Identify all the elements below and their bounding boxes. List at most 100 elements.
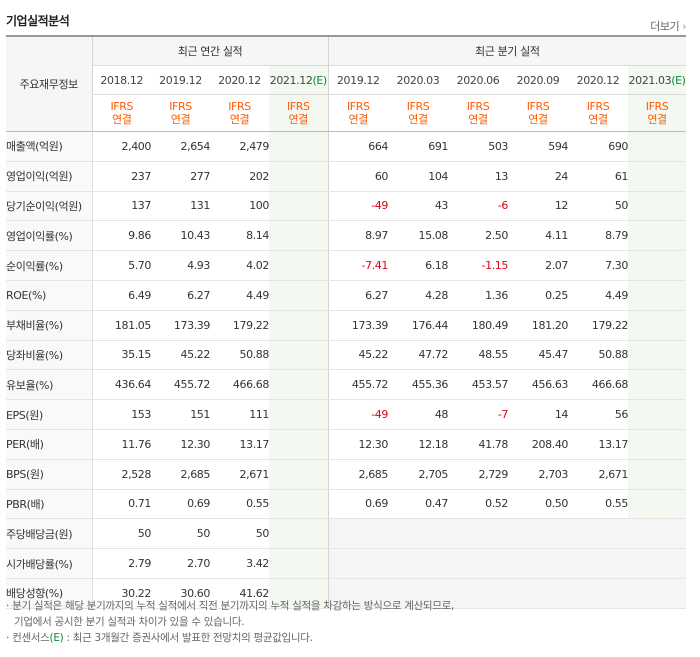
row-label: 당좌비율(%) (6, 340, 93, 371)
annual-cell: 2,685 (151, 459, 210, 490)
table-row: 배당성향(%) 30.22 30.60 41.62 (6, 578, 687, 609)
annual-cell: 2,654 (151, 131, 210, 162)
annual-cell (269, 280, 329, 311)
annual-cell: 0.69 (151, 489, 210, 520)
corner-label: 주요재무정보 (6, 35, 92, 132)
quarter-cell: 0.52 (448, 489, 508, 520)
quarter-cell: 50 (568, 191, 628, 222)
annual-cell: 4.93 (151, 250, 210, 281)
financial-table: 주요재무정보 최근 연간 실적 최근 분기 실적 2018.12 2019.12 2… (6, 35, 687, 609)
table-row: 시가배당률(%) 2.79 2.70 3.42 (6, 548, 687, 579)
table-row: 영업이익률(%) 9.86 10.43 8.14 8.97 15.08 2.50 4.11 8.… (6, 220, 687, 252)
quarter-cell: 4.28 (388, 280, 448, 311)
annual-cell: 6.49 (91, 280, 151, 311)
quarter-cell: 6.18 (388, 250, 448, 281)
quarter-cell-empty (628, 518, 687, 550)
row-label: BPS(원) (6, 459, 93, 490)
annual-cell: 2.79 (91, 548, 151, 579)
annual-cell: 41.62 (210, 578, 269, 609)
annual-cell: 11.76 (91, 429, 151, 460)
quarter-cell (628, 161, 687, 192)
annual-cell: 2,528 (91, 459, 151, 490)
quarter-cell: 466.68 (568, 369, 628, 401)
annual-ifrs-3: IFRS 연결 (269, 94, 329, 132)
quarter-cell: 12.18 (388, 429, 448, 460)
annual-cell: 4.49 (210, 280, 269, 311)
table-row: EPS(원) 153 151 111 -49 48 -7 14 56 (6, 399, 687, 430)
table-row: 순이익률(%) 5.70 4.93 4.02 -7.41 6.18 -1.15 2.07 7.3… (6, 250, 687, 281)
quarter-cell-empty (568, 548, 629, 579)
quarter-cell: 1.36 (448, 280, 508, 311)
quarter-cell: 2,705 (388, 459, 448, 490)
more-link[interactable]: 더보기 › (650, 18, 686, 34)
quarter-cell (628, 399, 687, 430)
quarter-cell: 7.30 (568, 250, 628, 281)
row-label: 매출액(억원) (6, 131, 93, 162)
annual-cell: 3.42 (210, 548, 269, 579)
quarter-cell: 176.44 (388, 309, 448, 341)
annual-cell: 173.39 (151, 309, 210, 341)
quarter-cell: 104 (388, 161, 448, 192)
quarter-period-4: 2020.12 (568, 65, 629, 95)
annual-period-1: 2019.12 (151, 65, 210, 95)
quarter-cell: -49 (327, 191, 388, 222)
annual-cell: 466.68 (210, 369, 269, 401)
annual-cell: 2,671 (210, 459, 269, 490)
quarter-ifrs-1: IFRS 연결 (388, 94, 449, 132)
annual-cell (269, 518, 329, 550)
annual-cell: 0.55 (210, 489, 269, 520)
table-row: BPS(원) 2,528 2,685 2,671 2,685 2,705 2,729 2,70… (6, 459, 687, 490)
quarter-cell (628, 429, 687, 460)
annual-cell: 277 (151, 161, 210, 192)
table-row: 매출액(억원) 2,400 2,654 2,479 664 691 503 594 690 (6, 131, 687, 162)
annual-cell: 2.70 (151, 548, 210, 579)
quarter-cell: 41.78 (448, 429, 508, 460)
quarter-ifrs-0: IFRS 연결 (327, 94, 389, 132)
annual-cell (269, 399, 329, 430)
quarter-cell-empty (508, 578, 569, 609)
row-label: 순이익률(%) (6, 250, 93, 281)
annual-cell: 4.02 (210, 250, 269, 281)
row-label: 주당배당금(원) (6, 518, 93, 550)
annual-cell: 10.43 (151, 220, 210, 252)
quarter-cell: 691 (388, 131, 448, 162)
annual-period-3: 2021.12(E) (269, 65, 329, 95)
quarter-cell: 456.63 (508, 369, 568, 401)
quarter-cell: 13 (448, 161, 508, 192)
table-row: PER(배) 11.76 12.30 13.17 12.30 12.18 41.78 208.… (6, 429, 687, 460)
quarter-cell-empty (388, 518, 449, 550)
annual-cell: 35.15 (91, 340, 151, 371)
annual-cell: 30.60 (151, 578, 210, 609)
quarter-cell: 0.50 (508, 489, 568, 520)
annual-cell: 2,400 (91, 131, 151, 162)
quarter-cell: 4.11 (508, 220, 568, 252)
quarter-cell: 594 (508, 131, 568, 162)
quarter-cell: 2.07 (508, 250, 568, 281)
annual-period-0: 2018.12 (91, 65, 151, 95)
footnote-1: · 분기 실적은 해당 분기까지의 누적 실적에서 직전 분기까지의 누적 실적… (6, 600, 455, 612)
quarter-cell: 61 (568, 161, 628, 192)
annual-cell: 111 (210, 399, 269, 430)
annual-cell (269, 429, 329, 460)
quarter-cell-empty (327, 518, 389, 550)
row-label: PER(배) (6, 429, 93, 460)
annual-cell: 153 (91, 399, 151, 430)
annual-cell (269, 489, 329, 520)
quarter-cell-empty (508, 518, 569, 550)
quarter-cell: 0.69 (327, 489, 388, 520)
annual-cell: 202 (210, 161, 269, 192)
quarter-cell: 2,729 (448, 459, 508, 490)
quarter-period-2: 2020.06 (448, 65, 509, 95)
annual-cell: 6.27 (151, 280, 210, 311)
quarter-cell: -1.15 (448, 250, 508, 281)
footnotes: · 분기 실적은 해당 분기까지의 누적 실적에서 직전 분기까지의 누적 실적… (6, 598, 454, 646)
annual-cell: 181.05 (91, 309, 151, 341)
row-label: 당기순이익(억원) (6, 191, 93, 222)
annual-ifrs-2: IFRS 연결 (210, 94, 269, 132)
annual-cell: 436.64 (91, 369, 151, 401)
quarter-cell: 173.39 (327, 309, 388, 341)
quarter-cell: 8.79 (568, 220, 628, 252)
annual-group-header: 최근 연간 실적 (91, 35, 329, 66)
annual-cell: 237 (91, 161, 151, 192)
quarter-group-header: 최근 분기 실적 (327, 35, 687, 66)
